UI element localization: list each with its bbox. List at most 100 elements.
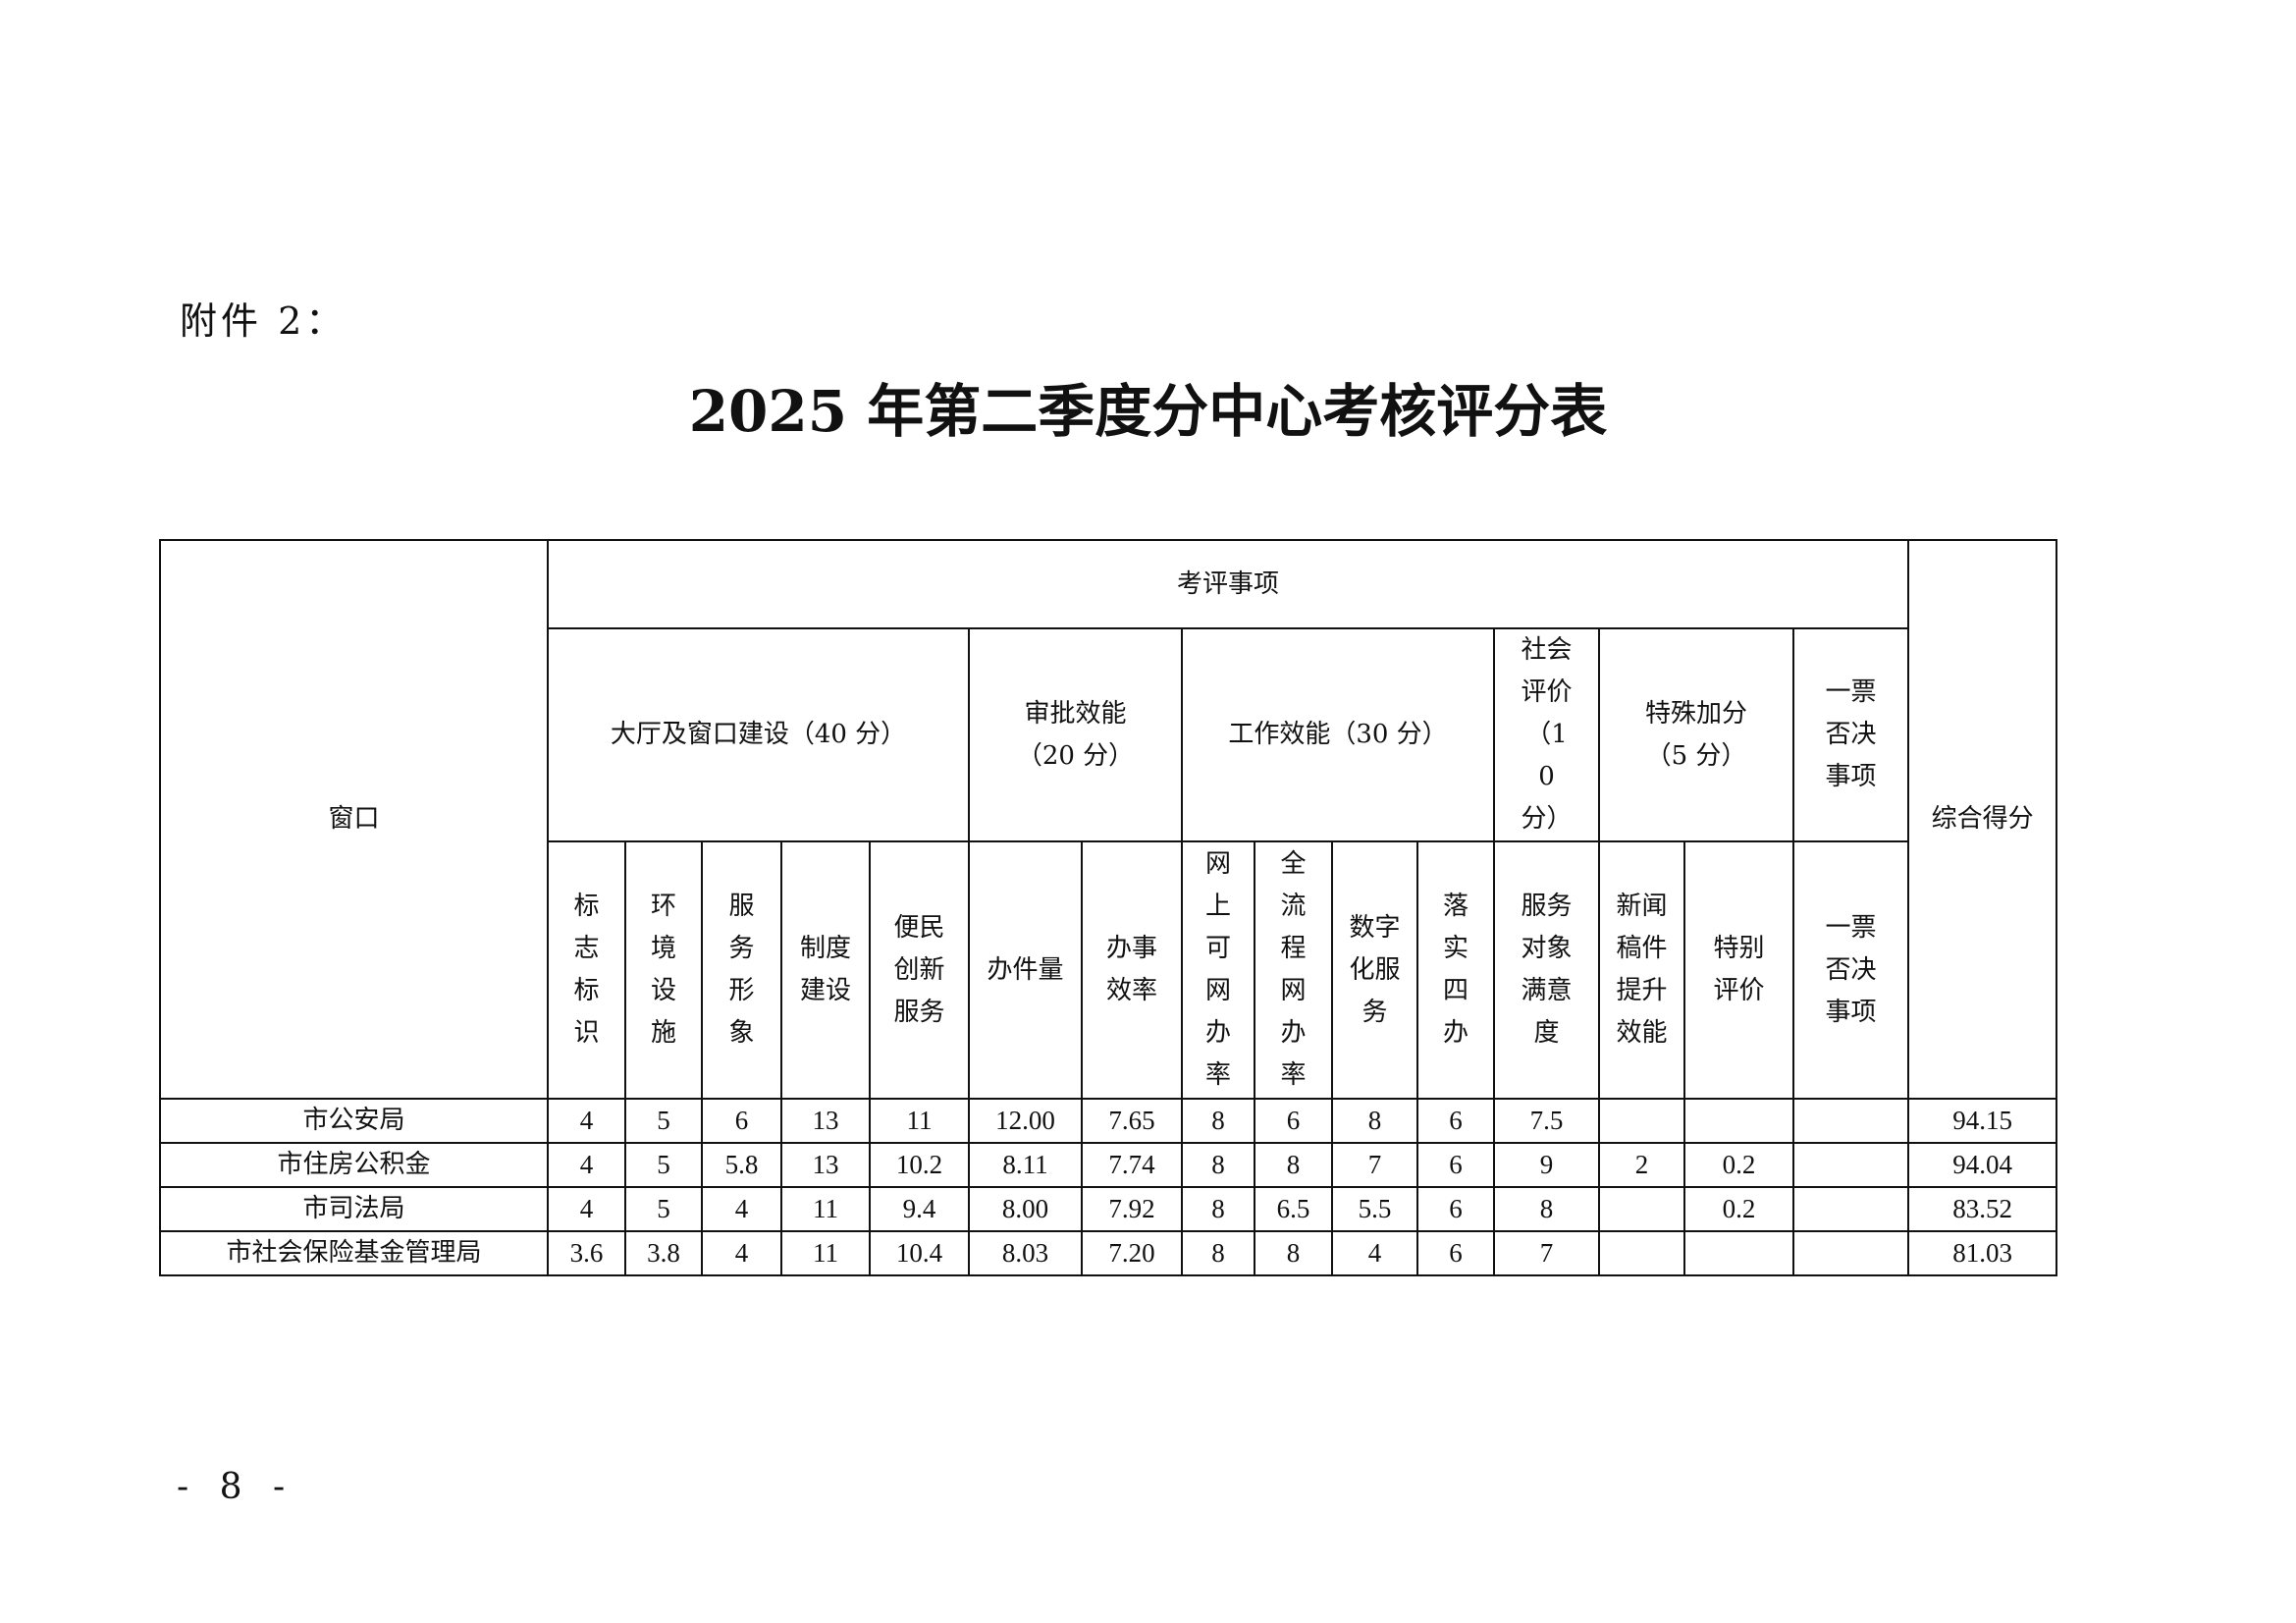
table-row: 市住房公积金 4 5 5.8 13 10.2 8.11 7.74 8 8 7 6 9 2 0.2 94.04: [159, 1142, 2058, 1188]
score-cell: 6: [1416, 1230, 1495, 1276]
score-cell: 4: [701, 1186, 782, 1232]
column-header: 办件量: [968, 840, 1083, 1100]
score-cell: [1791, 1142, 1910, 1188]
score-cell: 9.4: [869, 1186, 970, 1232]
column-header: 特别评价: [1683, 840, 1794, 1100]
score-cell: 7.92: [1081, 1186, 1183, 1232]
table-row: 市司法局 4 5 4 11 9.4 8.00 7.92 8 6.5 5.5 6 8 0.2 83.52: [159, 1186, 2058, 1232]
score-cell: 7.74: [1081, 1142, 1183, 1188]
score-cell: 7: [1331, 1142, 1418, 1188]
column-header: 数字化服务: [1331, 840, 1418, 1100]
score-cell: 8: [1254, 1142, 1333, 1188]
score-cell: 12.00: [968, 1098, 1083, 1144]
page-number: - 8 -: [177, 1467, 295, 1507]
score-cell: 13: [780, 1098, 871, 1144]
column-header: 落实四办: [1416, 840, 1495, 1100]
group-header: 大厅及窗口建设（40 分）: [547, 627, 970, 842]
score-cell: 8: [1493, 1186, 1600, 1232]
score-cell: 4: [547, 1186, 626, 1232]
score-cell: 9: [1493, 1142, 1600, 1188]
score-cell: 2: [1598, 1142, 1685, 1188]
page-title: 2025 年第二季度分中心考核评分表: [688, 378, 1608, 445]
score-cell: 0.2: [1683, 1142, 1794, 1188]
score-cell: 8.03: [968, 1230, 1083, 1276]
attachment-label: 附件 2：: [180, 299, 347, 343]
group-header: 特殊加分（5 分）: [1598, 627, 1794, 842]
score-cell: 5.5: [1331, 1186, 1418, 1232]
score-cell: 6: [1416, 1098, 1495, 1144]
column-header: 网上可网办率: [1181, 840, 1255, 1100]
group-header: 一票否决事项: [1791, 627, 1910, 842]
row-name: 市公安局: [159, 1098, 549, 1144]
score-cell: 8.11: [968, 1142, 1083, 1188]
score-cell: [1791, 1186, 1910, 1232]
column-header: 全流程网办率: [1254, 840, 1333, 1100]
row-name: 市住房公积金: [159, 1142, 549, 1188]
total-score: 81.03: [1907, 1230, 2058, 1276]
column-header: 服务对象满意度: [1493, 840, 1600, 1100]
score-cell: 6: [1254, 1098, 1333, 1144]
row-name: 市社会保险基金管理局: [159, 1230, 549, 1276]
column-header: 环境设施: [624, 840, 703, 1100]
total-score: 83.52: [1907, 1186, 2058, 1232]
score-cell: 0.2: [1683, 1186, 1794, 1232]
score-cell: [1598, 1186, 1685, 1232]
score-cell: 7.20: [1081, 1230, 1183, 1276]
score-cell: 5: [624, 1186, 703, 1232]
score-cell: 8: [1181, 1142, 1255, 1188]
score-cell: 7: [1493, 1230, 1600, 1276]
score-cell: 11: [869, 1098, 970, 1144]
score-cell: 8: [1181, 1186, 1255, 1232]
score-cell: 11: [780, 1186, 871, 1232]
score-cell: 6: [1416, 1142, 1495, 1188]
score-cell: 10.2: [869, 1142, 970, 1188]
score-cell: 8: [1331, 1098, 1418, 1144]
group-header: 审批效能（20 分）: [968, 627, 1183, 842]
score-cell: 7.65: [1081, 1098, 1183, 1144]
score-cell: 5: [624, 1142, 703, 1188]
score-cell: 11: [780, 1230, 871, 1276]
group-header: 社会评价（10 分）: [1493, 627, 1600, 842]
column-header: 便民创新服务: [869, 840, 970, 1100]
score-cell: [1791, 1098, 1910, 1144]
column-header: 服务形象: [701, 840, 782, 1100]
score-cell: 10.4: [869, 1230, 970, 1276]
column-header: 新闻稿件提升效能: [1598, 840, 1685, 1100]
total-score: 94.04: [1907, 1142, 2058, 1188]
score-cell: 5.8: [701, 1142, 782, 1188]
score-cell: 7.5: [1493, 1098, 1600, 1144]
group-header: 工作效能（30 分）: [1181, 627, 1495, 842]
total-score: 94.15: [1907, 1098, 2058, 1144]
column-header: 制度建设: [780, 840, 871, 1100]
score-cell: 8.00: [968, 1186, 1083, 1232]
score-cell: 6: [701, 1098, 782, 1144]
score-cell: [1598, 1230, 1685, 1276]
score-cell: 6: [1416, 1186, 1495, 1232]
score-cell: 4: [1331, 1230, 1418, 1276]
score-cell: 5: [624, 1098, 703, 1144]
score-cell: 8: [1181, 1098, 1255, 1144]
score-cell: 4: [547, 1098, 626, 1144]
column-header: 办事效率: [1081, 840, 1183, 1100]
score-cell: 4: [547, 1142, 626, 1188]
score-cell: [1791, 1230, 1910, 1276]
score-cell: 13: [780, 1142, 871, 1188]
score-table: 窗口 考评事项 综合得分 大厅及窗口建设（40 分） 审批效能（20 分） 工作…: [159, 539, 2058, 1276]
eval-header: 考评事项: [546, 539, 1910, 629]
table-row: 市社会保险基金管理局 3.6 3.8 4 11 10.4 8.03 7.20 8 8 4 6 7 81.0…: [159, 1230, 2058, 1276]
score-cell: 8: [1181, 1230, 1255, 1276]
score-cell: [1683, 1230, 1794, 1276]
score-cell: 8: [1254, 1230, 1333, 1276]
window-header: 窗口: [159, 539, 549, 1100]
table-row: 市公安局 4 5 6 13 11 12.00 7.65 8 6 8 6 7.5 94.15: [159, 1098, 2058, 1144]
row-name: 市司法局: [159, 1186, 549, 1232]
score-cell: 3.8: [624, 1230, 703, 1276]
score-cell: 3.6: [547, 1230, 626, 1276]
score-cell: [1683, 1098, 1794, 1144]
column-header: 标志标识: [547, 840, 626, 1100]
score-cell: 6.5: [1254, 1186, 1333, 1232]
column-header: 一票否决事项: [1791, 840, 1910, 1100]
score-cell: 4: [701, 1230, 782, 1276]
score-cell: [1598, 1098, 1685, 1144]
total-header: 综合得分: [1907, 539, 2058, 1100]
